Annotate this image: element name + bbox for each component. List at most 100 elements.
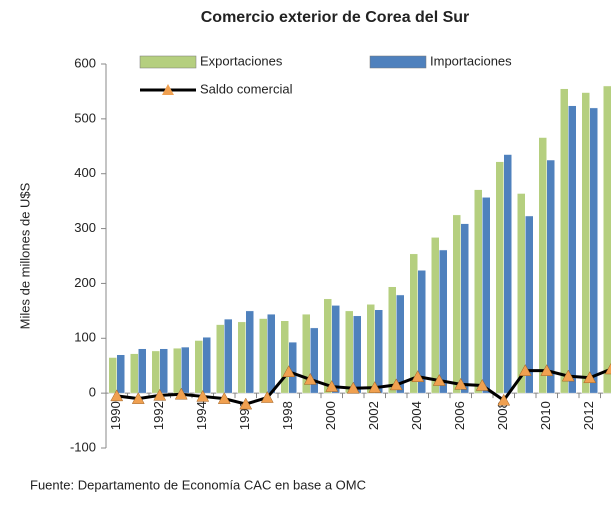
x-tick-label: 2000: [323, 401, 338, 430]
bar: [245, 310, 254, 394]
marker: [239, 397, 253, 410]
bar: [495, 161, 504, 394]
bar: [108, 357, 117, 394]
y-tick-label: 600: [74, 55, 96, 70]
marker: [196, 389, 210, 402]
y-tick-label: 400: [74, 165, 96, 180]
bar: [310, 327, 319, 394]
bar: [323, 298, 332, 394]
marker: [540, 364, 554, 376]
marker: [346, 381, 360, 394]
bar: [452, 214, 461, 394]
source: Fuente: Departamento de Economía CAC en …: [30, 477, 366, 492]
bar: [353, 315, 362, 394]
bar: [194, 340, 203, 394]
bar: [280, 320, 289, 394]
y-tick-label: 500: [74, 110, 96, 125]
x-tick-label: 2008: [495, 401, 510, 430]
marker: [153, 388, 167, 401]
bar: [517, 193, 526, 394]
bar: [116, 354, 125, 394]
bar: [417, 270, 426, 394]
y-tick-label: 0: [89, 385, 96, 400]
marker: [217, 392, 231, 404]
marker: [432, 374, 446, 386]
legend-swatch: [369, 55, 427, 69]
bar: [431, 237, 440, 394]
x-tick-label: 2012: [581, 401, 596, 430]
legend-label: Exportaciones: [200, 53, 283, 68]
chart-title: Comercio exterior de Corea del Sur: [201, 9, 470, 26]
x-tick-label: 2004: [409, 401, 424, 430]
bar: [603, 85, 611, 394]
line: [116, 367, 611, 406]
x-tick-label: 1990: [108, 401, 123, 430]
legend-label: Saldo comercial: [200, 81, 293, 96]
marker: [174, 387, 188, 400]
marker: [325, 380, 339, 392]
bar: [181, 346, 190, 394]
bar: [366, 304, 375, 394]
bar: [159, 348, 168, 394]
marker: [110, 389, 124, 402]
bar: [409, 253, 418, 394]
marker: [518, 364, 532, 376]
marker: [604, 362, 611, 375]
bar: [589, 107, 598, 394]
bar: [474, 189, 483, 394]
bar: [388, 286, 397, 394]
bar: [259, 318, 268, 394]
bar: [581, 92, 590, 394]
bar: [482, 197, 491, 394]
bar: [130, 353, 139, 394]
y-tick-label: -100: [70, 439, 96, 454]
bar: [173, 347, 182, 394]
x-tick-label: 1998: [280, 401, 295, 430]
bar: [525, 215, 534, 394]
marker: [303, 372, 317, 385]
y-axis-label: Miles de millones de U$S: [17, 182, 32, 329]
bar: [331, 305, 340, 394]
marker: [411, 370, 425, 382]
marker: [389, 378, 403, 391]
bar: [224, 318, 233, 394]
marker: [368, 381, 382, 393]
bar: [237, 321, 246, 394]
bar: [460, 223, 469, 394]
x-tick-label: 2006: [452, 401, 467, 430]
bar: [538, 137, 547, 394]
x-tick-label: 1994: [194, 401, 209, 430]
marker: [475, 378, 489, 391]
bar: [151, 350, 160, 394]
bar: [138, 348, 147, 394]
marker: [583, 371, 597, 384]
y-tick-label: 300: [74, 220, 96, 235]
legend-marker: [162, 84, 174, 95]
bar: [396, 294, 405, 394]
marker: [454, 377, 468, 390]
bar: [345, 310, 354, 394]
bar: [560, 88, 569, 394]
bar: [202, 336, 211, 394]
marker: [131, 392, 145, 404]
marker: [282, 365, 296, 377]
x-tick-label: 2002: [366, 401, 381, 430]
marker: [497, 393, 511, 406]
bar: [568, 105, 577, 394]
legend-label: Importaciones: [430, 53, 512, 68]
bar: [374, 309, 383, 394]
legend-swatch: [139, 55, 197, 69]
y-tick-label: 100: [74, 330, 96, 345]
marker: [561, 369, 575, 382]
bar: [503, 154, 512, 394]
bar: [546, 159, 555, 394]
x-tick-label: 2010: [538, 401, 553, 430]
bar: [439, 249, 448, 394]
bar: [216, 324, 225, 394]
bar: [267, 313, 276, 394]
x-tick-label: 1992: [151, 401, 166, 430]
marker: [260, 391, 274, 403]
y-tick-label: 200: [74, 275, 96, 290]
